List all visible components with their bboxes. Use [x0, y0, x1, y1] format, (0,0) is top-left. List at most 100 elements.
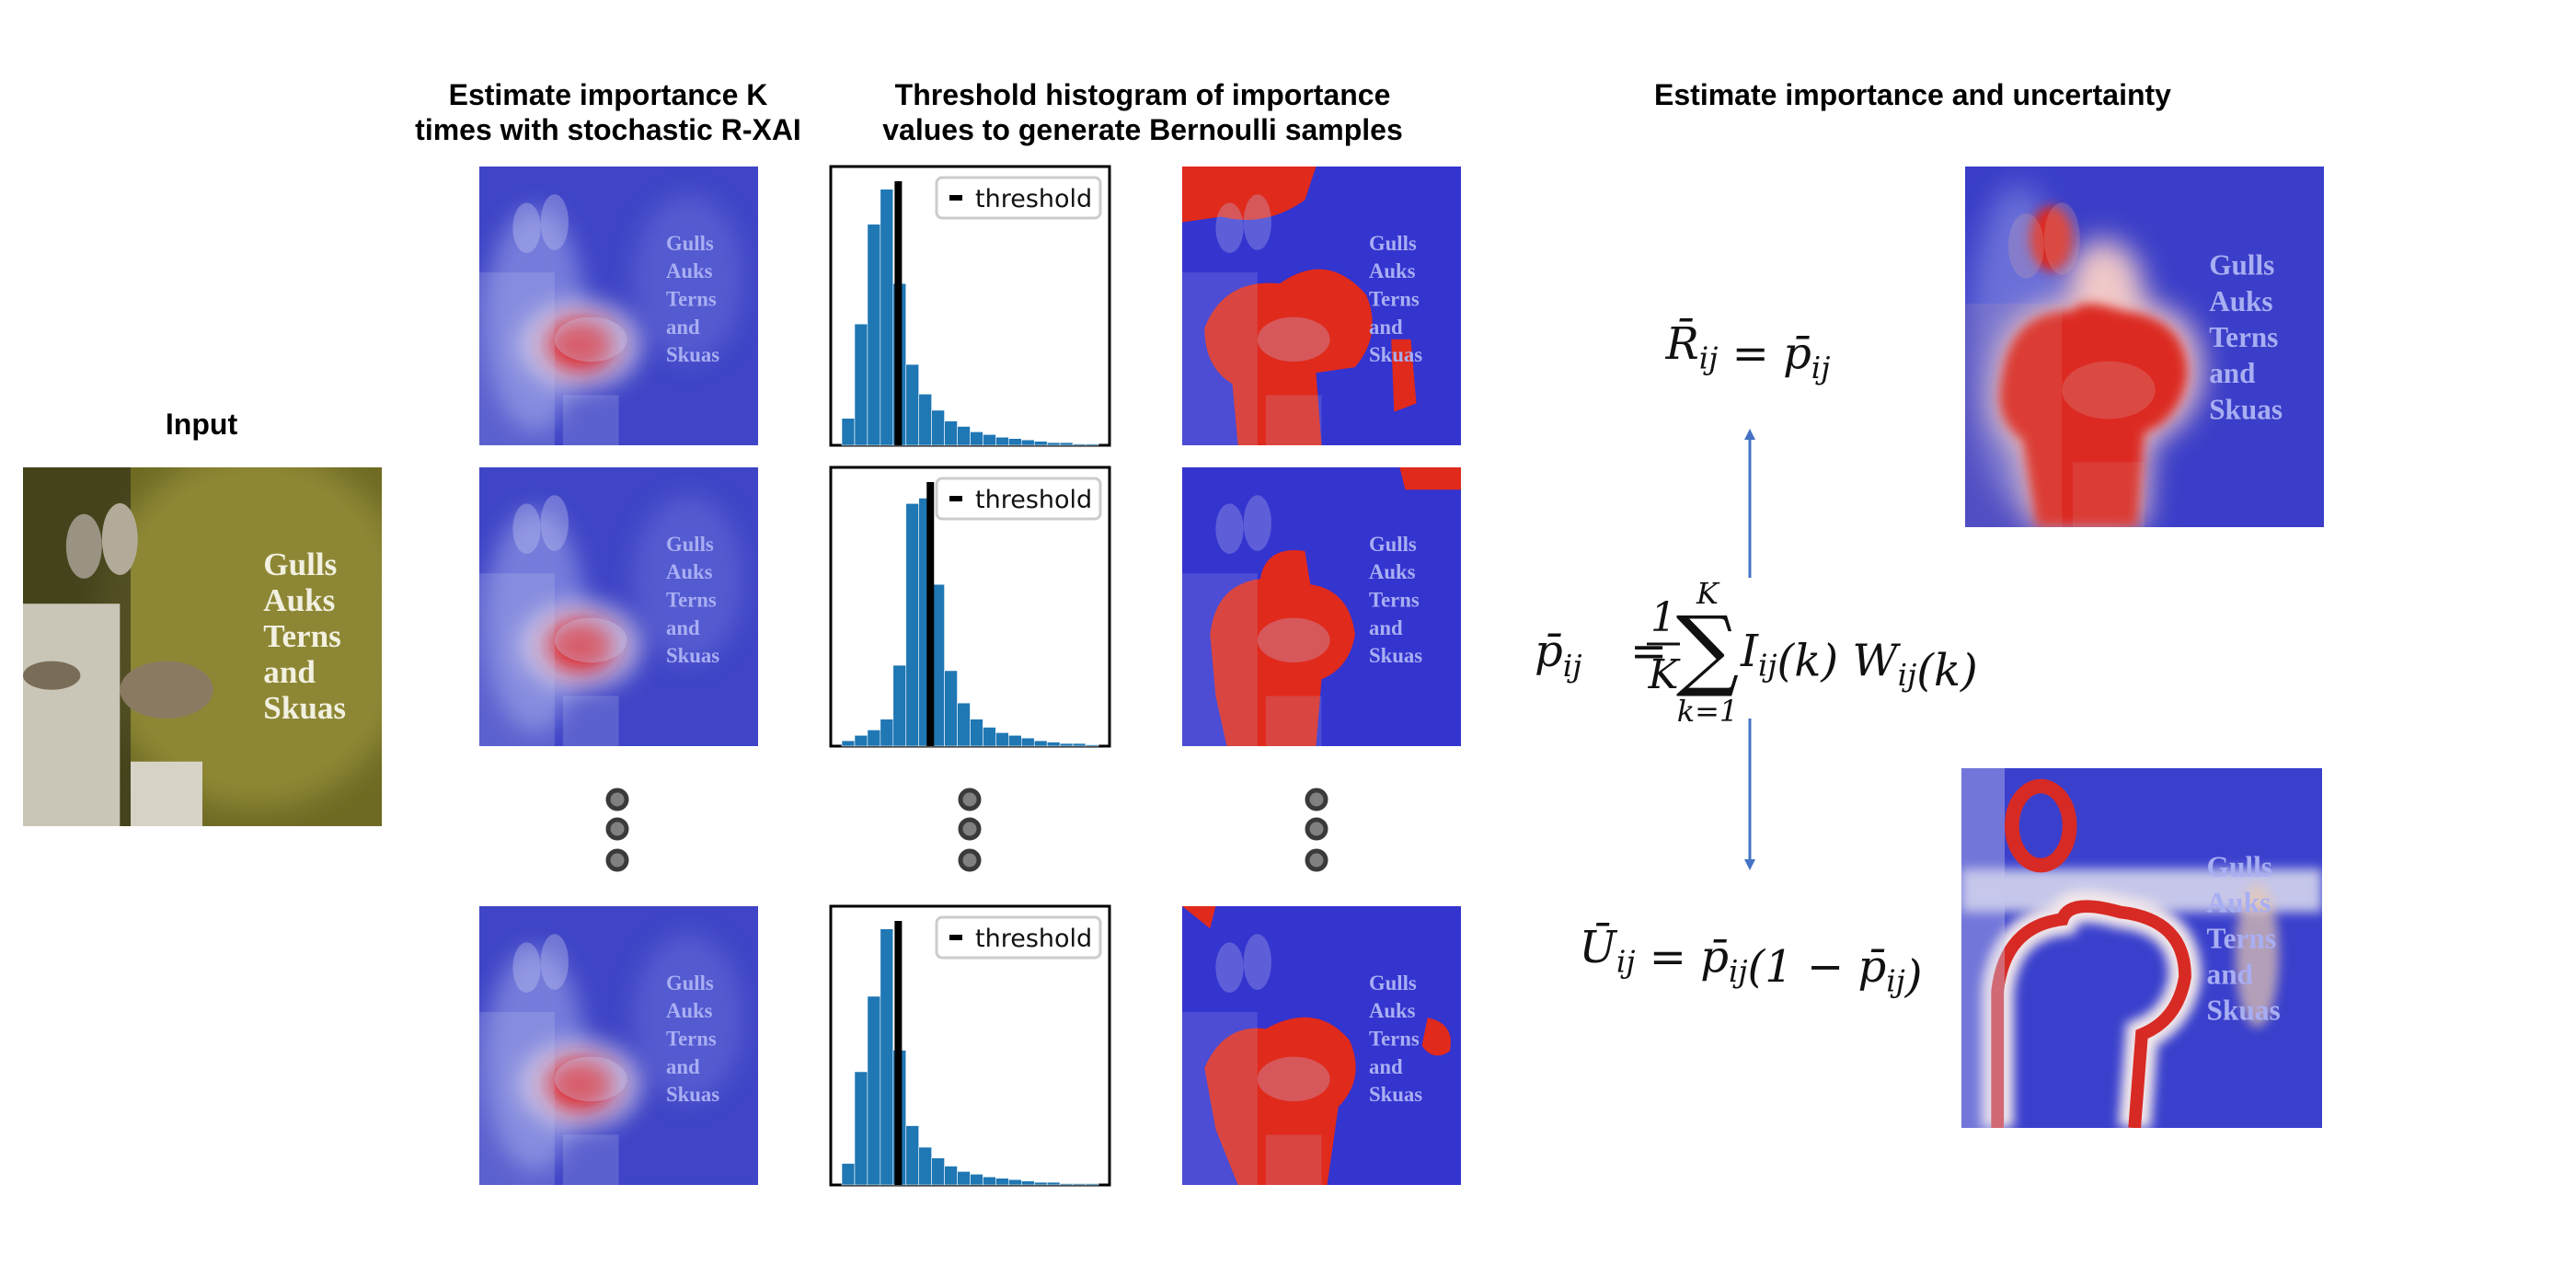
sign-text: and: [2207, 959, 2254, 991]
histogram-bar: [905, 502, 919, 747]
column-title: Estimate importance K: [449, 78, 768, 111]
histogram-bar: [854, 1071, 868, 1186]
equation-part: Ū: [1579, 922, 1617, 973]
histogram-bar: [1085, 443, 1099, 446]
bird: [1257, 1056, 1330, 1102]
uncertainty-ring: [2005, 778, 2077, 873]
sign-text: Auks: [1369, 560, 1416, 583]
bird: [2043, 202, 2080, 275]
sign-text: Auks: [2209, 285, 2272, 317]
equation-subscript: ij: [1758, 649, 1777, 684]
equation: Ūij = p̄ij(1 − p̄ij): [1579, 922, 1922, 1003]
sample-red: [1182, 906, 1451, 1185]
equation-subscript: ij: [1563, 648, 1582, 684]
sign-text: Auks: [666, 560, 713, 583]
equation-part: R̄: [1665, 316, 1699, 370]
histogram-bar: [880, 189, 894, 446]
sign-text: Terns: [1369, 288, 1420, 311]
histogram-bar: [867, 995, 881, 1186]
equation: p̄ij: [1535, 626, 1582, 684]
histogram-bar: [1046, 442, 1061, 446]
sign-text: Skuas: [1369, 343, 1422, 366]
map-hot: [546, 620, 614, 672]
sign-text: and: [1369, 616, 1403, 639]
sign-text: Terns: [1369, 1028, 1420, 1051]
equation-subscript: ij: [1729, 954, 1748, 989]
block: [1265, 696, 1322, 746]
sign-text: Auks: [666, 259, 713, 282]
histogram-bar: [918, 1146, 932, 1186]
histogram-bar: [1021, 737, 1035, 747]
sign-text: Skuas: [1369, 1083, 1422, 1106]
bird: [554, 617, 627, 663]
sign-text: Auks: [1369, 259, 1416, 282]
histogram-bar: [841, 418, 856, 446]
histogram-bar: [1046, 1181, 1061, 1186]
block: [131, 761, 202, 826]
sign-text: Skuas: [666, 343, 719, 366]
histogram-bar: [841, 740, 856, 747]
equation-subscript: ij: [1699, 341, 1719, 376]
histogram-bar: [867, 730, 881, 747]
bernoulli-sample: Gulls Auks Terns and Skuas: [1182, 467, 1461, 746]
column-title: times with stochastic R-XAI: [415, 113, 801, 146]
block: [562, 696, 619, 746]
histogram-bar: [1059, 1183, 1074, 1186]
ellipsis-dot: [605, 817, 629, 841]
equation-part: =: [1630, 626, 1667, 677]
fraction-num: 1: [1650, 594, 1676, 641]
map-light: [632, 495, 744, 663]
equation-part: (k): [1916, 645, 1978, 696]
histogram-bar: [1033, 441, 1048, 446]
input-title: Input: [166, 408, 238, 441]
uncertainty-result: Gulls Auks Terns and Skuas: [1961, 768, 2322, 1128]
ellipsis-dot: [1305, 817, 1328, 841]
histogram-bar: [841, 1163, 856, 1186]
histogram-bar: [880, 928, 894, 1186]
histogram-bar: [957, 702, 971, 747]
sign-text: Skuas: [263, 690, 346, 726]
uncertainty-ring: [2235, 883, 2279, 1028]
ellipsis-dot: [1305, 848, 1328, 872]
ellipsis-dot: [958, 817, 982, 841]
block: [479, 573, 555, 746]
equation: R̄ij = p̄ij: [1665, 316, 1831, 385]
equation-part: = p̄: [1635, 932, 1728, 983]
equation-part: ): [1904, 951, 1923, 1003]
sign-text: Skuas: [2207, 995, 2281, 1027]
histogram-bar: [983, 1176, 996, 1186]
map-light: [632, 934, 744, 1102]
histogram-bar: [944, 670, 958, 747]
legend-label: threshold: [975, 185, 1092, 213]
block: [1265, 395, 1322, 445]
bird: [1215, 942, 1244, 993]
ellipsis-dot: [1305, 788, 1328, 811]
block: [1182, 272, 1258, 445]
sign-text: Terns: [2207, 923, 2277, 955]
sign-text: Gulls: [666, 533, 714, 556]
block: [1182, 1012, 1258, 1185]
histogram-bar: [931, 1157, 945, 1186]
sign-text: Auks: [2207, 886, 2271, 918]
histogram-bar: [880, 719, 894, 747]
importance-map: Gulls Auks Terns and Skuas: [479, 906, 758, 1185]
bird: [1215, 503, 1244, 554]
histogram-bar: [1085, 744, 1099, 747]
sign-text: Gulls: [2209, 249, 2274, 282]
histogram-bar: [1046, 742, 1061, 747]
histogram-bar: [854, 734, 868, 747]
sign-text: Auks: [1369, 999, 1416, 1022]
histogram-bar: [1059, 742, 1074, 747]
histogram-bar: [1059, 442, 1074, 446]
sign-text: and: [1369, 316, 1403, 339]
histogram-bar: [995, 1178, 1009, 1186]
block: [2073, 462, 2145, 527]
bird: [120, 661, 213, 719]
importance-map: Gulls Auks Terns and Skuas: [479, 167, 758, 445]
block: [562, 1134, 619, 1185]
histogram-bar: [1033, 1181, 1048, 1186]
sign-text: and: [666, 316, 700, 339]
importance-map: Gulls Auks Terns and Skuas: [479, 467, 758, 746]
